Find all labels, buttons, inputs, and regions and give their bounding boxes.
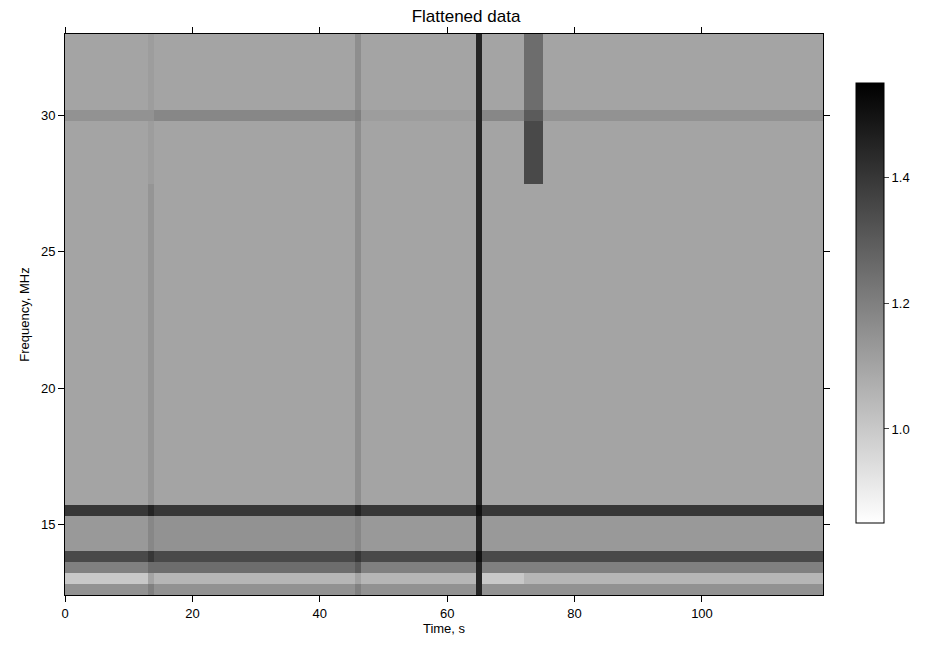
svg-text:25: 25 <box>41 244 55 259</box>
svg-text:0: 0 <box>61 606 68 621</box>
svg-text:1.2: 1.2 <box>892 296 910 311</box>
svg-text:30: 30 <box>41 108 55 123</box>
svg-text:1.0: 1.0 <box>892 422 910 437</box>
svg-text:40: 40 <box>313 606 327 621</box>
svg-text:80: 80 <box>567 606 581 621</box>
svg-text:60: 60 <box>440 606 454 621</box>
svg-text:15: 15 <box>41 517 55 532</box>
svg-text:100: 100 <box>691 606 713 621</box>
svg-text:20: 20 <box>185 606 199 621</box>
svg-text:Time, s: Time, s <box>423 621 466 636</box>
svg-text:20: 20 <box>41 381 55 396</box>
svg-text:1.4: 1.4 <box>892 170 910 185</box>
svg-text:Flattened data: Flattened data <box>412 7 521 26</box>
svg-text:Frequency, MHz: Frequency, MHz <box>17 267 32 361</box>
